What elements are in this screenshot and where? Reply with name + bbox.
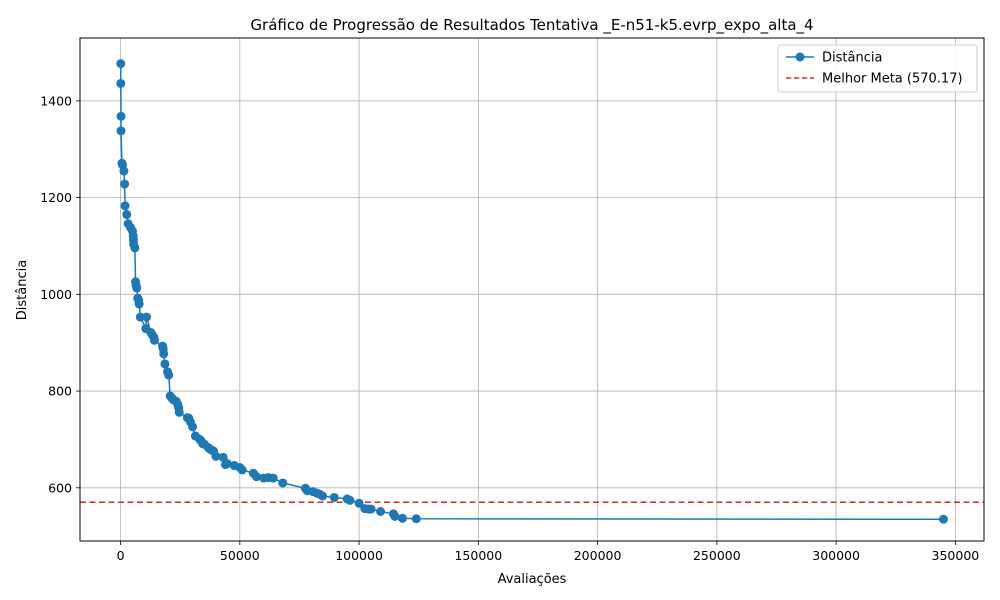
x-tick-label: 300000 (812, 548, 860, 563)
y-tick-label: 1400 (40, 93, 72, 108)
chart-title: Gráfico de Progressão de Resultados Tent… (250, 16, 813, 35)
x-tick-label: 250000 (693, 548, 741, 563)
data-point (116, 111, 126, 121)
data-point (174, 407, 184, 417)
data-point (159, 349, 169, 359)
y-tick-label: 1000 (40, 287, 72, 302)
y-axis-ticks: 600 800 1000 1200 1400 (40, 93, 80, 495)
data-point (130, 243, 140, 253)
data-point (252, 472, 262, 482)
data-point (938, 514, 948, 524)
series-markers (116, 59, 948, 524)
data-point (390, 511, 400, 521)
data-point (132, 283, 142, 293)
x-tick-label: 50000 (220, 548, 260, 563)
legend: Distância Melhor Meta (570.17) (777, 44, 978, 93)
data-point (211, 451, 221, 461)
x-tick-label: 350000 (932, 548, 980, 563)
x-tick-label: 0 (117, 548, 125, 563)
data-point (116, 78, 126, 88)
data-point (164, 370, 174, 380)
data-point (142, 312, 152, 322)
plot-area-frame (79, 37, 985, 542)
data-point (376, 507, 386, 516)
y-axis-label: Distância (15, 260, 30, 320)
data-point (366, 504, 376, 514)
grid-lines (80, 38, 984, 541)
legend-series-label: Distância (822, 51, 882, 66)
data-point (122, 210, 132, 220)
data-point (120, 201, 130, 211)
x-tick-label: 200000 (574, 548, 622, 563)
data-point (135, 312, 145, 322)
data-point (329, 492, 339, 502)
data-point (345, 495, 355, 505)
y-tick-label: 800 (48, 384, 72, 399)
data-point (218, 452, 228, 462)
data-point (116, 126, 126, 136)
data-point (397, 513, 407, 523)
y-tick-label: 1200 (40, 190, 72, 205)
data-point (116, 59, 126, 69)
x-axis-label: Avaliações (498, 572, 567, 587)
data-point (268, 473, 278, 483)
data-point (278, 478, 288, 488)
legend-reference-label: Melhor Meta (570.17) (822, 72, 963, 87)
data-point (134, 299, 144, 309)
data-point (222, 459, 232, 469)
data-point (411, 514, 421, 524)
y-tick-label: 600 (48, 480, 72, 495)
legend-series-marker (795, 52, 805, 62)
data-point (149, 335, 159, 345)
data-point (188, 422, 198, 432)
x-tick-label: 100000 (335, 548, 383, 563)
data-point (119, 166, 129, 176)
x-axis-ticks: 0 50000 100000 150000 200000 250000 300000 3500… (117, 541, 980, 563)
data-point (120, 179, 130, 189)
legend-box (777, 44, 978, 93)
x-tick-label: 150000 (454, 548, 502, 563)
data-point (160, 359, 170, 369)
data-point (237, 465, 247, 475)
data-point (354, 498, 364, 508)
data-point (318, 491, 328, 501)
